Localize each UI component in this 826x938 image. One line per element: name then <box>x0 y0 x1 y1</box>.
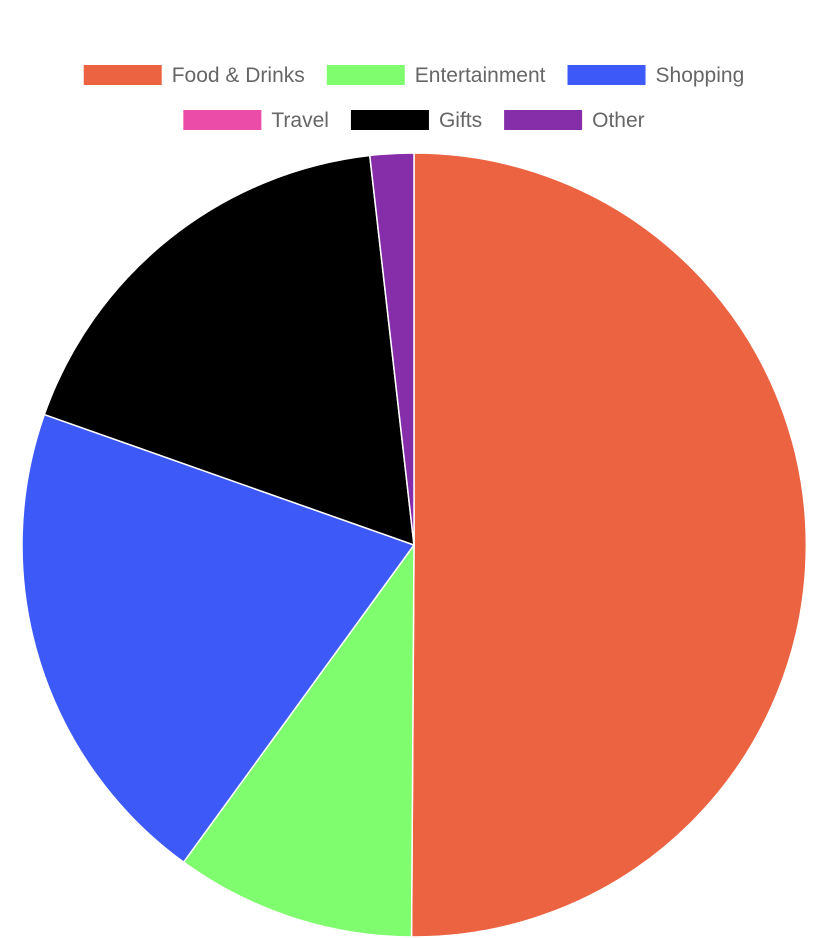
pie-slice-other[interactable] <box>369 152 415 546</box>
legend-item-travel[interactable]: Travel <box>183 109 329 132</box>
pie-slice-shopping[interactable] <box>21 413 415 863</box>
legend-label-entertainment: Entertainment <box>415 64 546 87</box>
pie-slice-entertainment[interactable] <box>182 544 415 938</box>
legend-label-gifts: Gifts <box>439 109 482 132</box>
legend-item-entertainment[interactable]: Entertainment <box>326 64 546 87</box>
legend-item-shopping[interactable]: Shopping <box>567 64 745 87</box>
legend-swatch-shopping <box>567 65 646 85</box>
pie-slices <box>21 152 808 938</box>
legend-label-other: Other <box>592 109 645 132</box>
pie-slice-gifts[interactable] <box>43 154 415 546</box>
legend-swatch-gifts <box>350 110 429 130</box>
legend-swatch-entertainment <box>326 65 405 85</box>
legend-item-other[interactable]: Other <box>504 109 645 132</box>
pie-slice-food-and-drinks[interactable] <box>410 152 808 938</box>
legend-swatch-food-and-drinks <box>83 65 162 85</box>
legend-label-shopping: Shopping <box>656 64 745 87</box>
legend-swatch-travel <box>183 110 262 130</box>
legend-label-travel: Travel <box>271 109 329 132</box>
legend-label-food-and-drinks: Food & Drinks <box>172 64 305 87</box>
legend-item-gifts[interactable]: Gifts <box>350 109 482 132</box>
legend-swatch-other <box>504 110 583 130</box>
legend-item-food-and-drinks[interactable]: Food & Drinks <box>83 64 305 87</box>
chart-legend: Food & Drinks Entertainment Shopping Travel… <box>83 64 745 132</box>
